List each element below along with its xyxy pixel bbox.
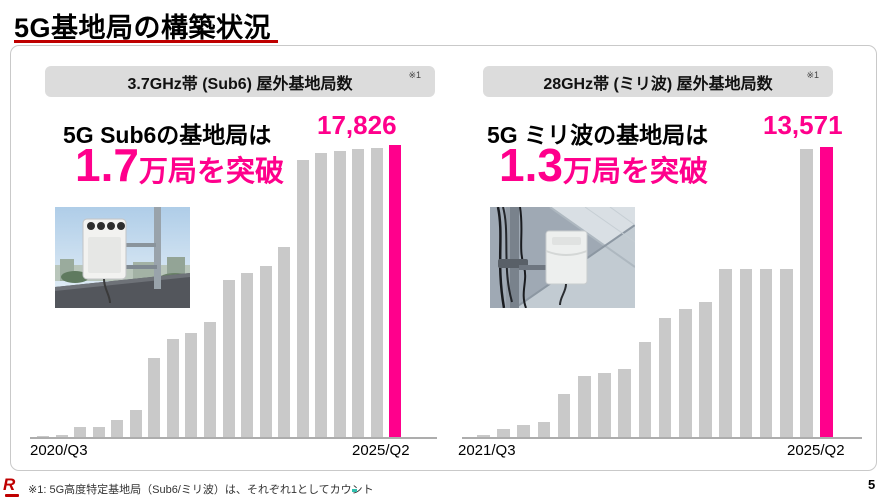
- left-chart-header-label: 3.7GHz帯 (Sub6) 屋外基地局数: [127, 75, 353, 93]
- left-axis-start-label: 2020/Q3: [30, 442, 88, 459]
- left-headline-big: 1.7万局を突破: [75, 138, 284, 192]
- left-big-suffix: 万局を突破: [138, 156, 284, 188]
- left-chart-x-axis: [30, 437, 437, 439]
- mmwave-antenna-photo: [490, 207, 635, 308]
- left-axis-end-label: 2025/Q2: [352, 442, 410, 459]
- left-latest-value-label: 17,826: [317, 110, 397, 140]
- right-big-suffix: 万局を突破: [562, 156, 708, 188]
- right-chart-x-axis: [462, 437, 862, 439]
- left-footnote-ref: ※1: [408, 70, 421, 80]
- footnote-end-mark: [352, 489, 357, 492]
- right-axis-start-label: 2021/Q3: [458, 442, 516, 459]
- left-big-number: 1.7: [75, 139, 139, 191]
- page-number: 5: [868, 477, 876, 492]
- rakuten-logo-icon: R: [3, 476, 21, 498]
- right-chart-header-label: 28GHz帯 (ミリ波) 屋外基地局数: [543, 75, 773, 93]
- right-headline: 5G ミリ波の基地局は: [487, 122, 709, 148]
- right-headline-big: 1.3万局を突破: [499, 138, 708, 192]
- right-chart-header: 28GHz帯 (ミリ波) 屋外基地局数 ※1: [483, 66, 833, 97]
- left-chart-header: 3.7GHz帯 (Sub6) 屋外基地局数 ※1: [45, 66, 435, 97]
- right-latest-value-label: 13,571: [763, 110, 843, 140]
- right-big-number: 1.3: [499, 139, 563, 191]
- rakuten-logo-letter: R: [3, 475, 16, 494]
- title-underline: [14, 40, 278, 43]
- right-footnote-ref: ※1: [806, 70, 819, 80]
- page-title: 5G基地局の構築状況: [14, 13, 272, 43]
- left-headline: 5G Sub6の基地局は: [63, 122, 272, 148]
- footnote: ※1: 5G高度特定基地局（Sub6/ミリ波）は、それぞれ1としてカウント: [28, 484, 374, 496]
- rakuten-logo-underline: [5, 494, 19, 497]
- right-axis-end-label: 2025/Q2: [787, 442, 845, 459]
- sub6-antenna-photo: [55, 207, 190, 308]
